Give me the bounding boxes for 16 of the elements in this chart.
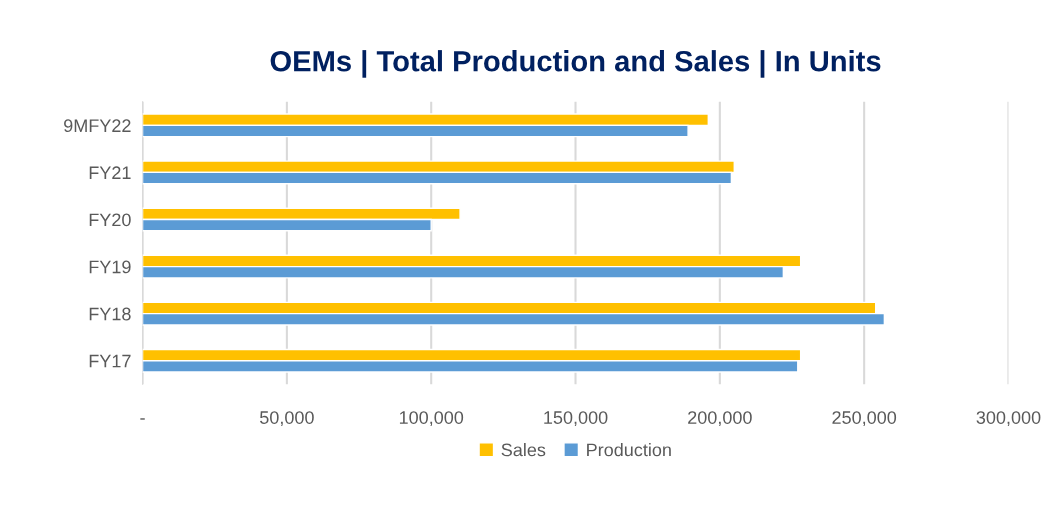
legend-label: Sales: [501, 443, 546, 457]
x-tick-label: -: [140, 418, 145, 420]
x-tick-label: 250,000: [832, 411, 897, 427]
legend-label: Production: [587, 443, 671, 457]
y-tick-label: 9MFY22: [64, 119, 131, 133]
x-tick-label: 150,000: [544, 411, 608, 427]
x-tick-label: 300,000: [976, 411, 1041, 427]
x-tick-label: 100,000: [399, 411, 464, 427]
y-tick-label: FY21: [89, 166, 131, 179]
y-tick-label: FY19: [89, 260, 131, 274]
chart-title: OEMs | Total Production and Sales | In Units: [270, 50, 881, 78]
y-tick-label: FY20: [89, 213, 131, 227]
x-tick-label: 50,000: [259, 411, 314, 427]
y-tick-label: FY17: [89, 354, 131, 368]
x-tick-label: 200,000: [688, 411, 752, 427]
y-tick-label: FY18: [89, 307, 131, 321]
